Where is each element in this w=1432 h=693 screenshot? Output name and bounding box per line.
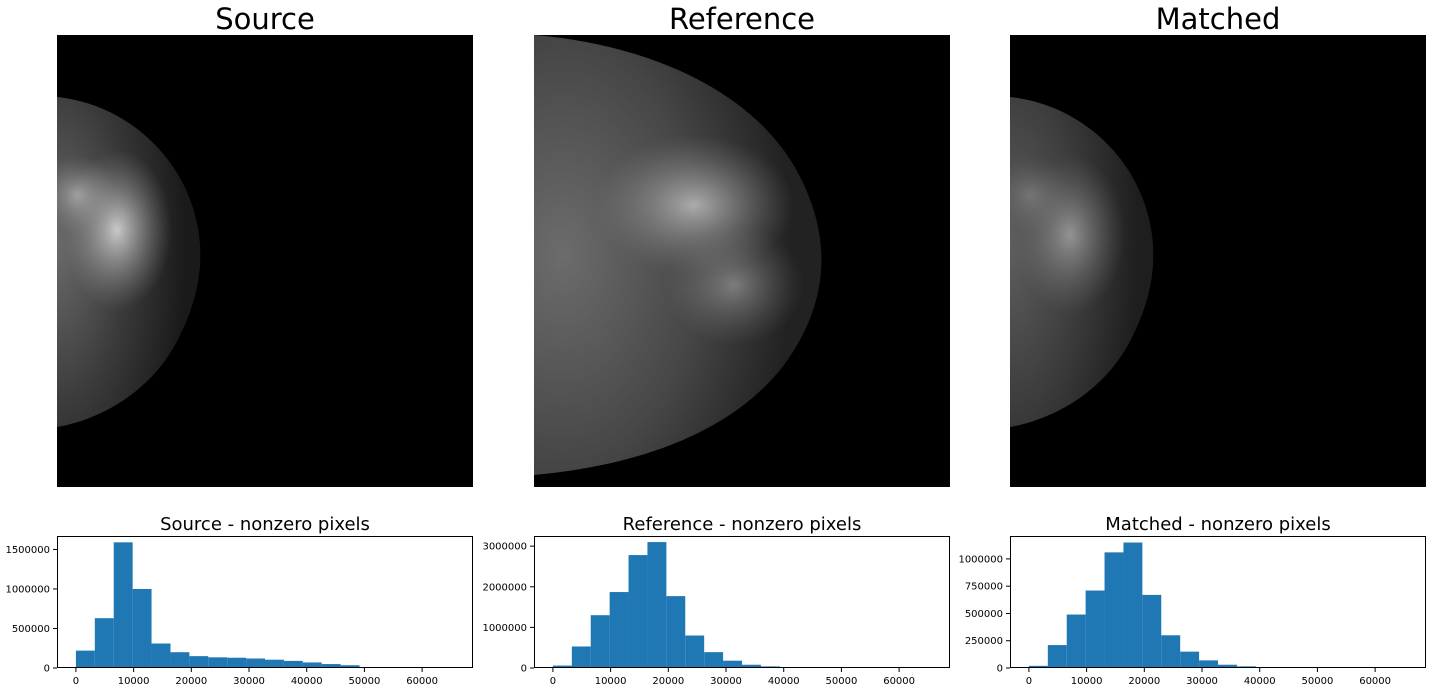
histogram-bar xyxy=(1047,645,1067,668)
histogram-bar xyxy=(647,542,667,668)
y-tick-label: 500000 xyxy=(965,609,1003,620)
source-histogram: 0 10000 20000 30000 40000 50000 60000 0 500000 10… xyxy=(5,536,473,687)
x-tick-label: 30000 xyxy=(1186,676,1218,687)
histogram-bar xyxy=(1104,552,1124,668)
histogram-bar xyxy=(208,657,228,668)
y-tick-label: 1500000 xyxy=(5,545,50,556)
matched-image-title: Matched xyxy=(1155,2,1281,36)
x-tick-label: 0 xyxy=(73,676,79,687)
x-tick-label: 10000 xyxy=(595,676,627,687)
histogram-bar xyxy=(742,664,761,668)
histogram-bar xyxy=(246,658,265,668)
source-image xyxy=(57,35,473,487)
histogram-bar xyxy=(628,555,648,668)
histogram-bar xyxy=(590,615,610,668)
histogram-bar xyxy=(227,657,247,668)
histogram-bar xyxy=(132,588,152,668)
x-tick-label: 20000 xyxy=(175,676,207,687)
histogram-bar xyxy=(94,618,114,668)
matched-hist-title: Matched - nonzero pixels xyxy=(1105,514,1331,535)
x-tick-label: 50000 xyxy=(1302,676,1334,687)
reference-image xyxy=(534,35,950,487)
histogram-bar xyxy=(571,646,591,668)
histogram-bar xyxy=(1142,594,1162,668)
histogram-bar xyxy=(340,665,360,668)
matched-image xyxy=(1010,35,1426,487)
y-tick-label: 250000 xyxy=(965,636,1003,647)
histogram-bar xyxy=(321,664,341,668)
histogram-bar xyxy=(609,592,629,668)
histogram-bar xyxy=(1161,635,1181,668)
histogram-bar xyxy=(1028,665,1048,668)
x-tick-label: 20000 xyxy=(1128,676,1160,687)
x-tick-label: 20000 xyxy=(652,676,684,687)
histogram-bar xyxy=(170,652,190,668)
histogram-bar xyxy=(1123,542,1143,668)
y-tick-label: 750000 xyxy=(965,582,1003,593)
histogram-bar xyxy=(302,662,322,668)
histogram-bar xyxy=(75,650,95,668)
x-tick-label: 50000 xyxy=(826,676,858,687)
x-tick-label: 30000 xyxy=(233,676,265,687)
histogram-bar xyxy=(685,635,705,668)
axes-frame xyxy=(534,536,950,668)
source-image-title: Source xyxy=(215,2,315,36)
x-tick-label: 10000 xyxy=(1071,676,1103,687)
x-tick-label: 50000 xyxy=(349,676,381,687)
x-tick-label: 40000 xyxy=(768,676,800,687)
histogram-bar xyxy=(189,656,209,668)
x-tick-label: 0 xyxy=(1026,676,1032,687)
histogram-bar xyxy=(1066,614,1086,668)
y-tick-label: 2000000 xyxy=(482,582,527,593)
source-hist-title: Source - nonzero pixels xyxy=(160,514,370,535)
histogram-bar xyxy=(265,659,284,668)
histogram-bar xyxy=(1199,660,1218,668)
reference-image-title: Reference xyxy=(668,2,816,36)
x-tick-label: 60000 xyxy=(406,676,438,687)
x-tick-label: 40000 xyxy=(291,676,323,687)
reference-hist-title: Reference - nonzero pixels xyxy=(622,514,862,535)
y-tick-label: 500000 xyxy=(12,624,50,635)
x-tick-label: 30000 xyxy=(710,676,742,687)
histogram-bar xyxy=(283,660,303,668)
histogram-bar xyxy=(723,660,742,668)
histogram-bar xyxy=(666,596,686,668)
histogram-bar xyxy=(1180,651,1200,668)
histogram-bar xyxy=(1085,590,1105,668)
x-tick-label: 40000 xyxy=(1244,676,1276,687)
y-tick-label: 1000000 xyxy=(5,584,50,595)
y-tick-label: 0 xyxy=(521,664,527,675)
x-tick-label: 60000 xyxy=(1359,676,1391,687)
x-tick-label: 60000 xyxy=(883,676,915,687)
axes-frame xyxy=(57,536,473,668)
histogram-bar xyxy=(1218,664,1237,668)
histogram-bar xyxy=(113,542,133,668)
y-tick-label: 3000000 xyxy=(482,542,527,553)
histogram-bar xyxy=(151,643,171,668)
axes-frame xyxy=(1010,536,1426,668)
y-tick-label: 1000000 xyxy=(482,623,527,634)
y-tick-label: 0 xyxy=(997,664,1003,675)
histogram-bar xyxy=(552,665,572,668)
histogram-bar xyxy=(704,652,724,668)
y-tick-label: 1000000 xyxy=(958,554,1003,565)
y-tick-label: 0 xyxy=(44,664,50,675)
x-tick-label: 10000 xyxy=(118,676,150,687)
x-tick-label: 0 xyxy=(550,676,556,687)
matched-histogram: 0 10000 20000 30000 40000 50000 60000 0 250000 50… xyxy=(958,536,1426,687)
reference-histogram: 0 10000 20000 30000 40000 50000 60000 0 1000000 2… xyxy=(482,536,950,687)
